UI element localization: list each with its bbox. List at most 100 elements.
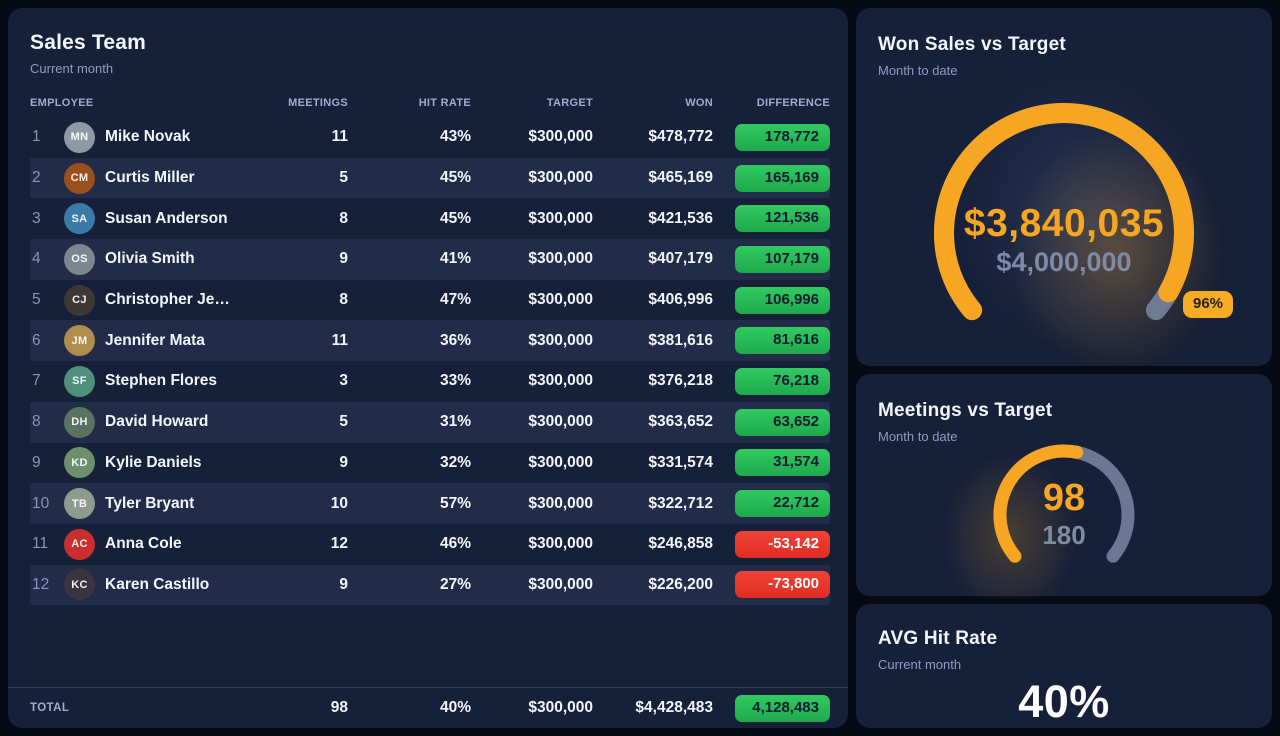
row-rank: 12: [32, 575, 50, 593]
sales-team-subtitle: Current month: [30, 61, 114, 76]
row-difference: 178,772: [713, 123, 830, 151]
meetings-card: Meetings vs Target Month to date 98 180: [856, 373, 1272, 598]
employee-name: Christopher Je…: [105, 291, 230, 309]
sales-team-title: Sales Team: [30, 31, 147, 54]
row-target: $300,000: [528, 331, 593, 349]
table-header: EMPLOYEE MEETINGS HIT RATE TARGET WON DI…: [30, 94, 830, 112]
row-meetings: 9: [339, 453, 348, 471]
difference-badge: 107,179: [735, 245, 830, 273]
meetings-gauge-labels: 98 180: [856, 477, 1272, 551]
row-difference: 106,996: [713, 286, 830, 314]
row-won: $226,200: [648, 575, 713, 593]
employee-avatar: KC: [64, 569, 95, 601]
won-sales-subtitle: Month to date: [878, 63, 958, 78]
row-difference: 165,169: [713, 164, 830, 192]
table-row[interactable]: 4 OS Olivia Smith 9 41% $300,000 $407,179 107,1…: [30, 239, 830, 280]
employee-avatar: CJ: [64, 284, 95, 316]
table-row[interactable]: 11 AC Anna Cole 12 46% $300,000 $246,858 -53,14…: [30, 524, 830, 565]
row-hit-rate: 47%: [439, 291, 471, 309]
row-hit-rate: 32%: [439, 453, 471, 471]
row-won: $407,179: [648, 250, 713, 268]
col-header-target: TARGET: [546, 97, 593, 109]
difference-badge: 81,616: [735, 327, 830, 355]
total-difference-badge: 4,128,483: [735, 694, 830, 722]
row-target: $300,000: [528, 169, 593, 187]
table-row[interactable]: 1 MN Mike Novak 11 43% $300,000 $478,772 178,77…: [30, 117, 830, 158]
table-row[interactable]: 9 KD Kylie Daniels 9 32% $300,000 $331,574 31,5…: [30, 443, 830, 484]
kpi-column: Won Sales vs Target Month to date $3,840…: [856, 8, 1272, 728]
row-target: $300,000: [528, 372, 593, 390]
row-difference: -73,800: [713, 571, 830, 599]
row-meetings: 3: [339, 372, 348, 390]
row-won: $331,574: [648, 453, 713, 471]
avg-hit-rate-subtitle: Current month: [878, 657, 962, 672]
row-hit-rate: 45%: [439, 209, 471, 227]
avg-hit-rate-card: AVG Hit Rate Current month 40%: [856, 604, 1272, 728]
avg-hit-rate-title: AVG Hit Rate: [878, 628, 998, 649]
sales-team-card: Sales Team Current month EMPLOYEE MEETIN…: [8, 8, 848, 728]
row-rank: 6: [32, 331, 41, 349]
row-employee: OS Olivia Smith: [64, 243, 258, 275]
row-won: $465,169: [648, 169, 713, 187]
won-gauge-labels: $3,840,035 $4,000,000: [856, 202, 1272, 279]
total-difference: 4,128,483: [713, 694, 830, 722]
meetings-value: 98: [1042, 476, 1086, 519]
row-employee: KC Karen Castillo: [64, 569, 258, 601]
row-employee: AC Anna Cole: [64, 528, 258, 560]
row-difference: 81,616: [713, 327, 830, 355]
difference-badge: 63,652: [735, 408, 830, 436]
row-employee: MN Mike Novak: [64, 121, 258, 153]
row-won: $478,772: [648, 128, 713, 146]
table-row[interactable]: 12 KC Karen Castillo 9 27% $300,000 $226,200 -7…: [30, 564, 830, 606]
row-target: $300,000: [528, 535, 593, 553]
table-row[interactable]: 7 SF Stephen Flores 3 33% $300,000 $376,218 76,…: [30, 361, 830, 402]
table-row[interactable]: 6 JM Jennifer Mata 11 36% $300,000 $381,616 81,…: [30, 320, 830, 362]
row-meetings: 8: [339, 209, 348, 227]
table-total-row: TOTAL 98 40% $300,000 $4,428,483 4,128,4…: [8, 687, 848, 728]
meetings-title: Meetings vs Target: [878, 399, 1053, 421]
row-employee: JM Jennifer Mata: [64, 325, 258, 357]
won-sales-title: Won Sales vs Target: [878, 34, 1066, 55]
employee-avatar: JM: [64, 325, 95, 357]
row-won: $363,652: [648, 413, 713, 431]
row-hit-rate: 33%: [439, 372, 471, 390]
row-difference: 76,218: [713, 367, 830, 395]
table-row[interactable]: 3 SA Susan Anderson 8 45% $300,000 $421,536 121…: [30, 198, 830, 239]
row-employee: TB Tyler Bryant: [64, 488, 258, 520]
table-row[interactable]: 5 CJ Christopher Je… 8 47% $300,000 $406,996 10…: [30, 280, 830, 321]
row-meetings: 11: [331, 128, 348, 146]
difference-badge: 31,574: [735, 449, 830, 477]
row-won: $322,712: [648, 494, 713, 512]
row-hit-rate: 45%: [439, 169, 471, 187]
total-meetings: 98: [330, 699, 348, 716]
col-header-hit-rate: HIT RATE: [418, 97, 471, 109]
avg-hit-rate-value: 40%: [1018, 676, 1110, 727]
col-header-meetings: MEETINGS: [288, 97, 348, 109]
table-filler: [30, 605, 830, 687]
row-meetings: 12: [330, 535, 348, 553]
difference-badge: 178,772: [735, 123, 830, 151]
won-value: $3,840,035: [963, 202, 1165, 245]
row-target: $300,000: [528, 209, 593, 227]
employee-name: Tyler Bryant: [105, 494, 195, 512]
row-rank: 3: [32, 209, 41, 227]
row-hit-rate: 43%: [439, 128, 471, 146]
table-row[interactable]: 8 DH David Howard 5 31% $300,000 $363,652 63,65…: [30, 401, 830, 443]
row-difference: 121,536: [713, 205, 830, 233]
row-rank: 8: [32, 413, 41, 431]
table-row[interactable]: 2 CM Curtis Miller 5 45% $300,000 $465,169 165,…: [30, 157, 830, 199]
employee-name: Curtis Miller: [105, 169, 195, 187]
row-target: $300,000: [528, 494, 593, 512]
row-target: $300,000: [528, 291, 593, 309]
meetings-subtitle: Month to date: [878, 428, 958, 444]
row-difference: 107,179: [713, 245, 830, 273]
table-row[interactable]: 10 TB Tyler Bryant 10 57% $300,000 $322,712 22,…: [30, 483, 830, 524]
row-hit-rate: 36%: [439, 331, 471, 349]
difference-badge: 106,996: [735, 286, 830, 314]
difference-badge: -73,800: [735, 571, 830, 599]
employee-avatar: SA: [64, 203, 95, 235]
row-employee: DH David Howard: [64, 406, 258, 438]
row-rank: 10: [32, 494, 50, 512]
row-won: $376,218: [648, 372, 713, 390]
